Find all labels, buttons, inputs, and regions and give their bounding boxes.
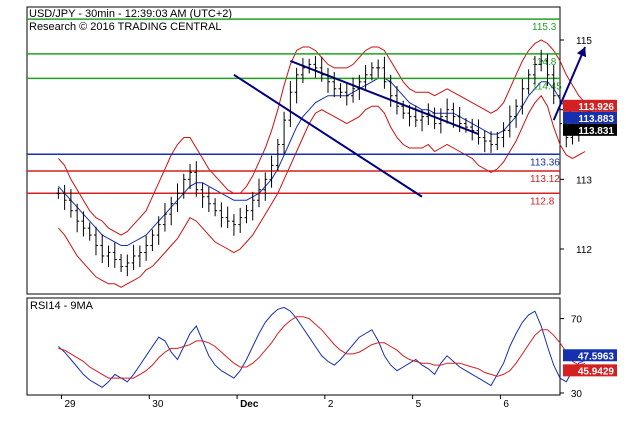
projection-arrow-line	[552, 46, 587, 121]
support-label: 113.36	[530, 157, 560, 168]
x-axis: 29 30 Dec 2 5 6	[60, 395, 509, 410]
price-candles	[56, 49, 588, 277]
resistance-label: 115.3	[532, 22, 557, 33]
y-tick-label: 113	[576, 175, 592, 186]
price-badge-label: 113.831	[578, 126, 614, 137]
rsi-ma-line	[58, 316, 586, 379]
rsi-badges: 47.5963 45.9429	[563, 349, 617, 377]
rsi-panel-title: RSI14 - 9MA	[30, 300, 94, 312]
rsi-badge-label: 45.9429	[578, 366, 615, 377]
y-tick-label: 115	[576, 36, 592, 47]
y-tick-label: 112	[576, 245, 592, 256]
band-lower-line	[58, 94, 586, 288]
x-tick-label: 29	[64, 399, 76, 410]
x-tick-label: Dec	[240, 399, 259, 410]
rsi-badge-label: 47.5963	[578, 351, 615, 362]
resistance-label: 114.8	[532, 57, 557, 68]
x-tick-label: 5	[416, 399, 422, 410]
chart-subtitle: Research © 2016 TRADING CENTRAL	[29, 21, 222, 33]
rsi-line	[58, 306, 586, 389]
rsi-badge	[563, 349, 617, 362]
rsi-y-tick-label: 70	[571, 315, 583, 326]
x-tick-label: 2	[328, 399, 334, 410]
support-label: 113.12	[530, 174, 560, 185]
price-badge-label: 113.883	[578, 114, 614, 125]
chart-title: USD/JPY - 30min - 12:39:03 AM (UTC+2)	[29, 8, 232, 20]
rsi-lines	[58, 306, 586, 389]
projection-arrow-head	[576, 47, 587, 58]
price-level-lines: 115.3 114.8 114.45 113.36 113.12 112.8	[27, 18, 562, 207]
resistance-label: 114.45	[532, 81, 562, 92]
support-label: 112.8	[530, 196, 555, 207]
x-tick-label: 6	[503, 399, 509, 410]
price-badge	[563, 111, 617, 124]
rsi-panel-frame	[26, 297, 561, 396]
channel-lower-line	[233, 73, 423, 198]
rsi-y-axis: 30 70	[560, 315, 582, 400]
rsi-y-tick-label: 30	[571, 389, 583, 400]
rsi-badge	[563, 364, 617, 377]
price-badge	[563, 99, 617, 112]
price-panel-frame	[26, 6, 561, 295]
price-badge	[563, 123, 617, 136]
price-badge-label: 113.926	[578, 102, 614, 113]
x-tick-label: 30	[152, 399, 164, 410]
projection-arrow-group	[552, 46, 587, 121]
